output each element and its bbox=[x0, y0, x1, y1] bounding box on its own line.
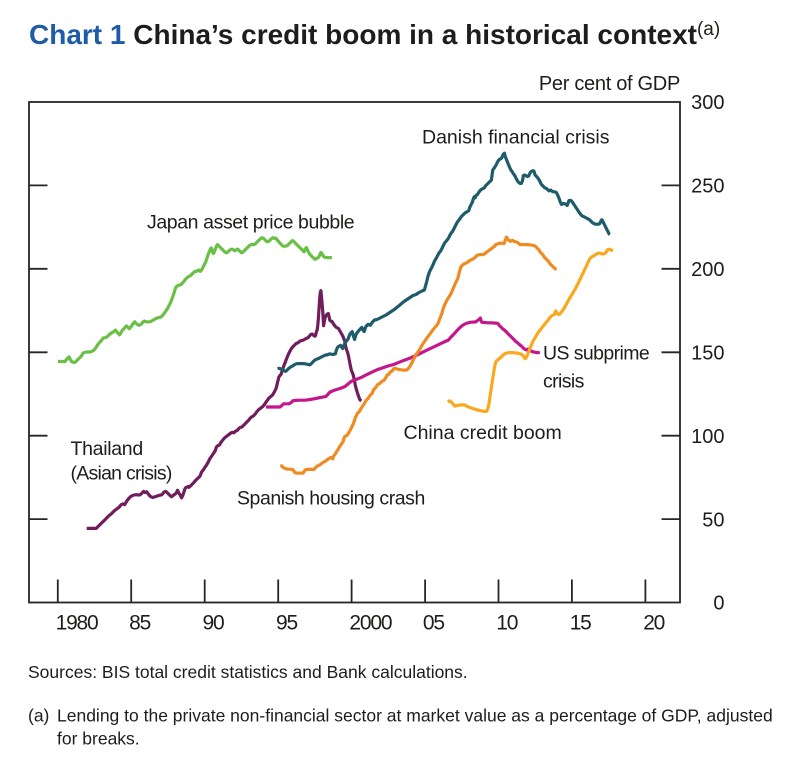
svg-text:Lending to the private non-fin: Lending to the private non-financial sec… bbox=[57, 706, 773, 726]
svg-text:(a): (a) bbox=[28, 706, 49, 726]
svg-text:Chart 1 China’s credit boom in: Chart 1 China’s credit boom in a histori… bbox=[29, 19, 720, 50]
svg-text:Spanish housing crash: Spanish housing crash bbox=[237, 488, 425, 510]
svg-text:150: 150 bbox=[691, 343, 724, 365]
svg-text:90: 90 bbox=[203, 612, 224, 635]
svg-text:Per cent of GDP: Per cent of GDP bbox=[539, 73, 680, 95]
svg-text:2000: 2000 bbox=[349, 612, 391, 635]
svg-text:China credit boom: China credit boom bbox=[404, 422, 562, 444]
svg-text:250: 250 bbox=[691, 176, 724, 198]
svg-text:95: 95 bbox=[276, 612, 297, 635]
svg-text:20: 20 bbox=[643, 612, 664, 635]
svg-text:Danish financial crisis: Danish financial crisis bbox=[422, 127, 610, 149]
svg-text:crisis: crisis bbox=[543, 371, 585, 393]
svg-text:US subprime: US subprime bbox=[543, 343, 649, 365]
svg-text:15: 15 bbox=[570, 612, 591, 635]
svg-text:Sources: BIS total credit stat: Sources: BIS total credit statistics and… bbox=[28, 662, 468, 682]
svg-text:1980: 1980 bbox=[56, 612, 98, 635]
svg-text:85: 85 bbox=[129, 612, 150, 635]
svg-text:200: 200 bbox=[691, 259, 724, 281]
svg-text:10: 10 bbox=[496, 612, 517, 635]
svg-text:(Asian crisis): (Asian crisis) bbox=[71, 463, 172, 485]
svg-text:100: 100 bbox=[691, 426, 724, 448]
svg-text:Thailand: Thailand bbox=[71, 438, 143, 460]
svg-text:05: 05 bbox=[423, 612, 444, 635]
svg-text:0: 0 bbox=[713, 593, 724, 615]
svg-text:300: 300 bbox=[691, 92, 724, 114]
svg-text:Japan asset price bubble: Japan asset price bubble bbox=[147, 212, 354, 234]
svg-text:50: 50 bbox=[702, 509, 724, 531]
svg-text:for breaks.: for breaks. bbox=[57, 729, 140, 749]
